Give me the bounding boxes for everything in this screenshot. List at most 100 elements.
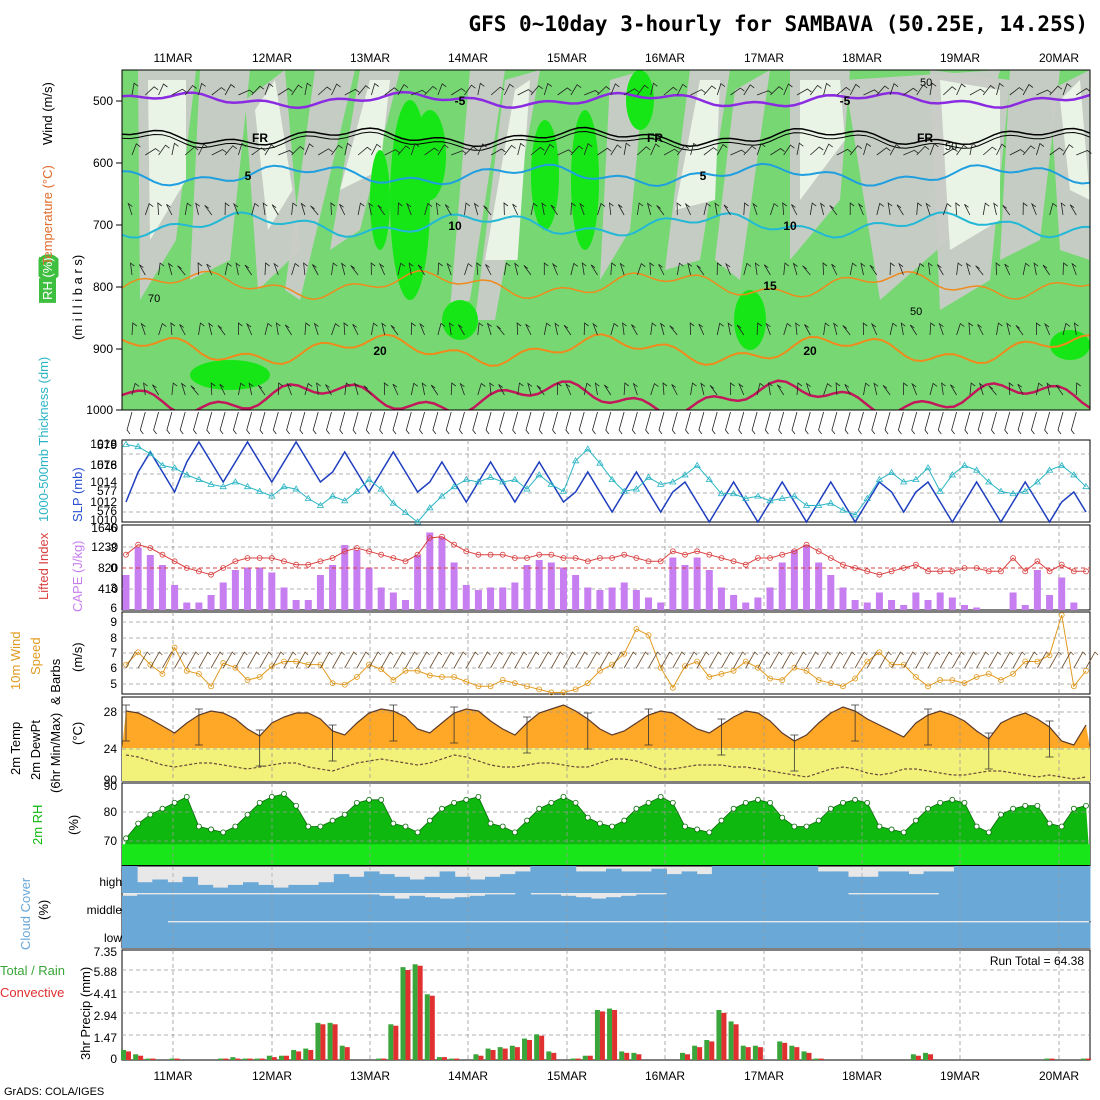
surface-wind-barb	[1030, 411, 1037, 435]
cloud-cover-bar	[212, 922, 229, 948]
precip-convective-bar	[1049, 1058, 1055, 1060]
wind-barb	[238, 322, 243, 335]
wind-barb	[257, 384, 266, 396]
contour-label: FR	[252, 131, 268, 145]
thickness-marker	[413, 518, 422, 525]
wind-barb	[504, 144, 516, 156]
pressure-tick-label: 600	[93, 156, 113, 170]
thickness-marker	[243, 482, 252, 490]
wind-speed-marker	[1070, 683, 1077, 690]
dewpoint-fill	[122, 748, 1090, 781]
precip-convective-bar	[1086, 1058, 1091, 1060]
wind-barb	[900, 322, 906, 336]
cape-bar	[146, 555, 154, 610]
minmax-errorbar	[717, 718, 726, 756]
wind-barb	[637, 84, 649, 96]
rh2m-marker	[402, 823, 409, 830]
surface-wind-barb	[485, 411, 492, 435]
lifted-index-marker	[147, 545, 154, 551]
wind-barb	[956, 83, 966, 96]
cape-bar	[207, 595, 215, 610]
wind-barb	[316, 382, 321, 396]
wind-barb	[969, 142, 977, 156]
wind-barb	[709, 385, 718, 396]
wind-barb	[437, 83, 447, 96]
cloud-cover-bar	[303, 884, 320, 893]
wind-barb	[916, 145, 930, 156]
precip-convective-bar	[587, 1055, 593, 1060]
wind-barb	[331, 262, 338, 276]
lifted-index-marker	[1058, 561, 1065, 568]
cloud-cover-bar	[424, 922, 441, 948]
cape-bar	[900, 605, 908, 610]
wind-unit-label: (m/s)	[70, 642, 85, 672]
freezing-level-line	[121, 130, 1091, 151]
cloud-cover-bar	[500, 894, 516, 921]
wind-barb	[805, 382, 811, 396]
wind-barb	[700, 382, 706, 396]
date-label-bottom: 16MAR	[645, 1069, 685, 1083]
wind-barb	[925, 202, 931, 216]
wind-barb	[765, 322, 771, 336]
wind-barb	[371, 322, 378, 336]
wind-barb	[170, 322, 176, 336]
surface-wind-barb	[648, 651, 661, 669]
wind-barb	[1069, 204, 1077, 216]
precip-convective-bar	[454, 1058, 460, 1060]
wind-speed-marker	[730, 667, 737, 674]
precip-total-bar	[376, 1058, 382, 1060]
surface-wind-barb	[708, 651, 722, 669]
surface-wind-barb	[937, 411, 944, 435]
cloud-cover-bar	[152, 894, 168, 921]
wind-speed-marker	[864, 658, 871, 665]
cape-bar	[341, 545, 349, 610]
wind-barb	[384, 87, 399, 96]
surface-wind-barb	[235, 651, 248, 669]
minmax-errorbar	[523, 716, 532, 754]
wind-barb	[844, 383, 851, 396]
wind-barb	[177, 265, 186, 276]
rh2m-marker	[499, 823, 506, 830]
wind-barb	[145, 148, 160, 156]
wind-barb	[158, 83, 168, 96]
wind-barb	[637, 263, 646, 276]
precip-convective-bar	[733, 1024, 739, 1060]
rh2m-marker	[244, 811, 251, 818]
thickness-marker	[377, 485, 385, 492]
wind-barb	[820, 202, 825, 216]
surface-wind-barb	[660, 651, 673, 669]
cloud-cover-bar	[333, 922, 350, 948]
wind-barb	[371, 143, 382, 156]
wind-barb	[869, 264, 878, 276]
wind-tick-label: 6	[110, 661, 117, 675]
date-label-top: 18MAR	[842, 51, 882, 65]
cape-bar	[948, 597, 956, 610]
wind-barb	[331, 83, 341, 96]
cloud-cover-bar	[772, 922, 788, 948]
wind-barb	[982, 202, 990, 216]
temp2m-series: 28 24 90	[104, 697, 1090, 787]
precip-convective-bar	[441, 1057, 447, 1060]
rh2m-marker	[682, 823, 688, 830]
wind-barb	[464, 202, 471, 216]
thickness-marker	[219, 482, 227, 490]
wind-barb	[541, 202, 547, 216]
wind-barb	[570, 84, 582, 96]
wind-barb	[198, 143, 209, 156]
precip-convective-bar	[697, 1047, 703, 1060]
surface-wind-barb	[879, 651, 892, 669]
lifted-index-marker	[888, 568, 895, 575]
surface-wind-barb	[162, 651, 175, 669]
lifted-index-marker	[584, 558, 591, 565]
cloud-cover-bar	[727, 922, 743, 948]
surface-wind-barb	[125, 651, 139, 669]
precip-total-bar	[594, 1010, 600, 1060]
wind-barb	[669, 325, 678, 336]
cloud-level-label: high	[99, 875, 122, 889]
surface-wind-barb	[738, 411, 745, 435]
wind-barb	[184, 84, 197, 96]
surface-wind-barb	[721, 651, 734, 669]
wind-speed-marker	[840, 683, 846, 690]
precip-total-bar	[1081, 1058, 1086, 1060]
date-label-bottom: 13MAR	[350, 1069, 390, 1083]
